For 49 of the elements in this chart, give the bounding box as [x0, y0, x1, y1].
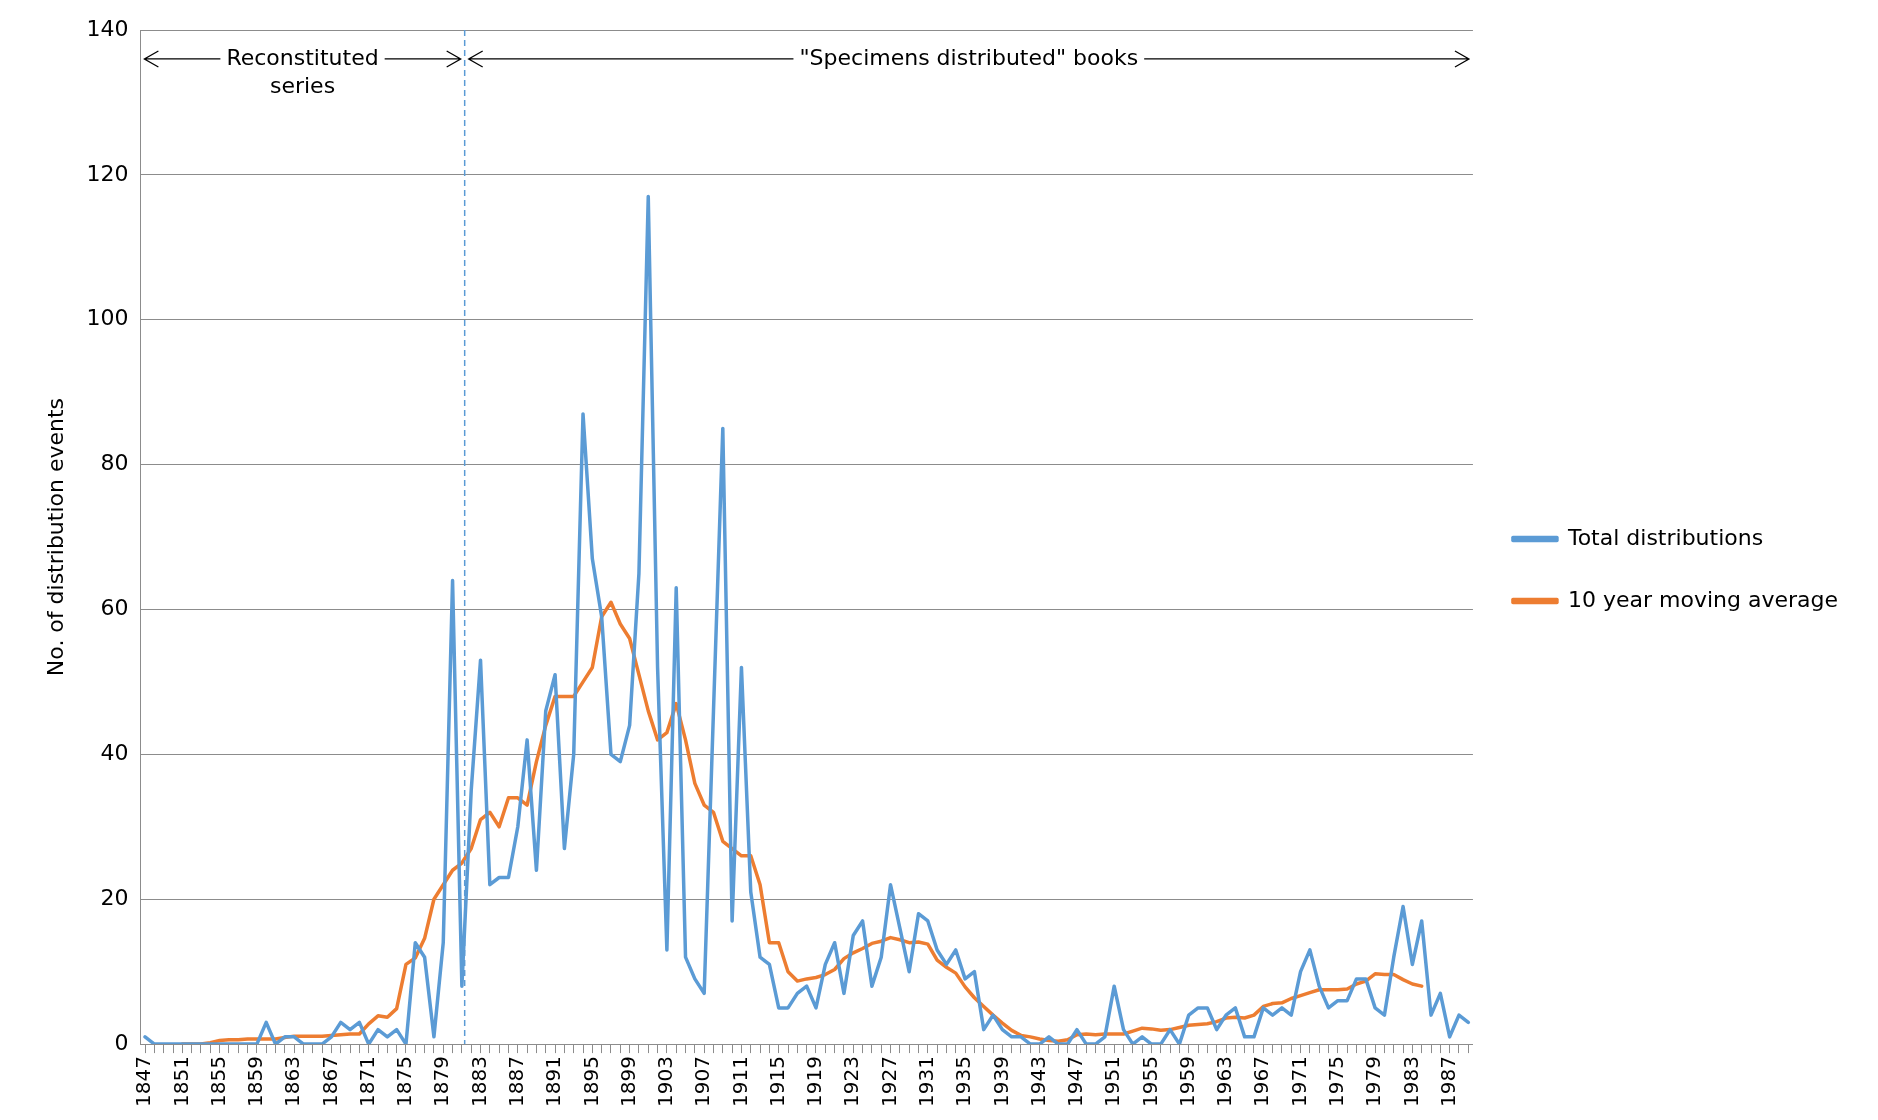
- legend-label: 10 year moving average: [1567, 586, 1839, 612]
- x-tick-label: 1919: [802, 1056, 827, 1108]
- x-tick-label: 1935: [951, 1056, 976, 1108]
- x-tick-label: 1859: [243, 1056, 268, 1108]
- x-tick-label: 1887: [504, 1056, 528, 1108]
- x-tick-label: 1943: [1025, 1056, 1050, 1108]
- y-axis-title: No. of distribution events: [42, 397, 68, 677]
- annotation: Reconstituted series: [226, 44, 379, 98]
- annotation: "Specimens distributed" books: [799, 44, 1139, 70]
- y-tick-label: 120: [86, 160, 129, 186]
- y-tick-label: 60: [100, 595, 129, 621]
- x-tick-label: 1959: [1174, 1056, 1199, 1108]
- x-tick-label: 1987: [1435, 1056, 1460, 1108]
- x-tick-label: 1963: [1212, 1056, 1237, 1108]
- x-tick-label: 1931: [914, 1056, 939, 1108]
- x-tick-label: 1971: [1286, 1056, 1311, 1108]
- y-tick-label: 100: [86, 305, 129, 331]
- x-tick-label: 1863: [280, 1056, 305, 1108]
- x-tick-label: 1911: [727, 1056, 752, 1108]
- x-tick-label: 1979: [1361, 1056, 1386, 1108]
- legend-label: Total distributions: [1566, 524, 1764, 550]
- x-tick-label: 1855: [205, 1056, 230, 1108]
- x-tick-label: 1983: [1398, 1056, 1423, 1108]
- x-tick-label: 1975: [1324, 1056, 1349, 1108]
- x-tick-label: 1951: [1100, 1056, 1125, 1108]
- x-tick-label: 1955: [1137, 1056, 1162, 1108]
- y-tick-label: 80: [100, 450, 129, 476]
- x-tick-label: 1871: [354, 1056, 379, 1108]
- x-tick-label: 1883: [466, 1056, 491, 1108]
- x-tick-label: 1915: [764, 1056, 789, 1108]
- x-tick-label: 1907: [690, 1056, 715, 1108]
- x-tick-label: 1923: [839, 1056, 864, 1108]
- x-tick-label: 1947: [1063, 1056, 1088, 1108]
- x-tick-label: 1939: [988, 1056, 1013, 1108]
- x-tick-label: 1967: [1249, 1056, 1274, 1108]
- x-tick-label: 1851: [168, 1056, 193, 1108]
- y-tick-label: 20: [100, 884, 129, 910]
- y-tick-label: 140: [86, 15, 129, 41]
- y-tick-label: 0: [114, 1029, 129, 1055]
- x-tick-label: 1891: [541, 1056, 566, 1108]
- x-tick-label: 1927: [876, 1056, 901, 1108]
- x-tick-label: 1879: [429, 1056, 454, 1108]
- x-tick-label: 1867: [317, 1056, 342, 1108]
- x-tick-label: 1875: [392, 1056, 417, 1108]
- x-tick-label: 1899: [615, 1056, 640, 1108]
- x-tick-label: 1895: [578, 1056, 603, 1108]
- y-tick-label: 40: [100, 740, 129, 766]
- x-tick-label: 1847: [131, 1056, 156, 1108]
- x-tick-label: 1903: [653, 1056, 678, 1108]
